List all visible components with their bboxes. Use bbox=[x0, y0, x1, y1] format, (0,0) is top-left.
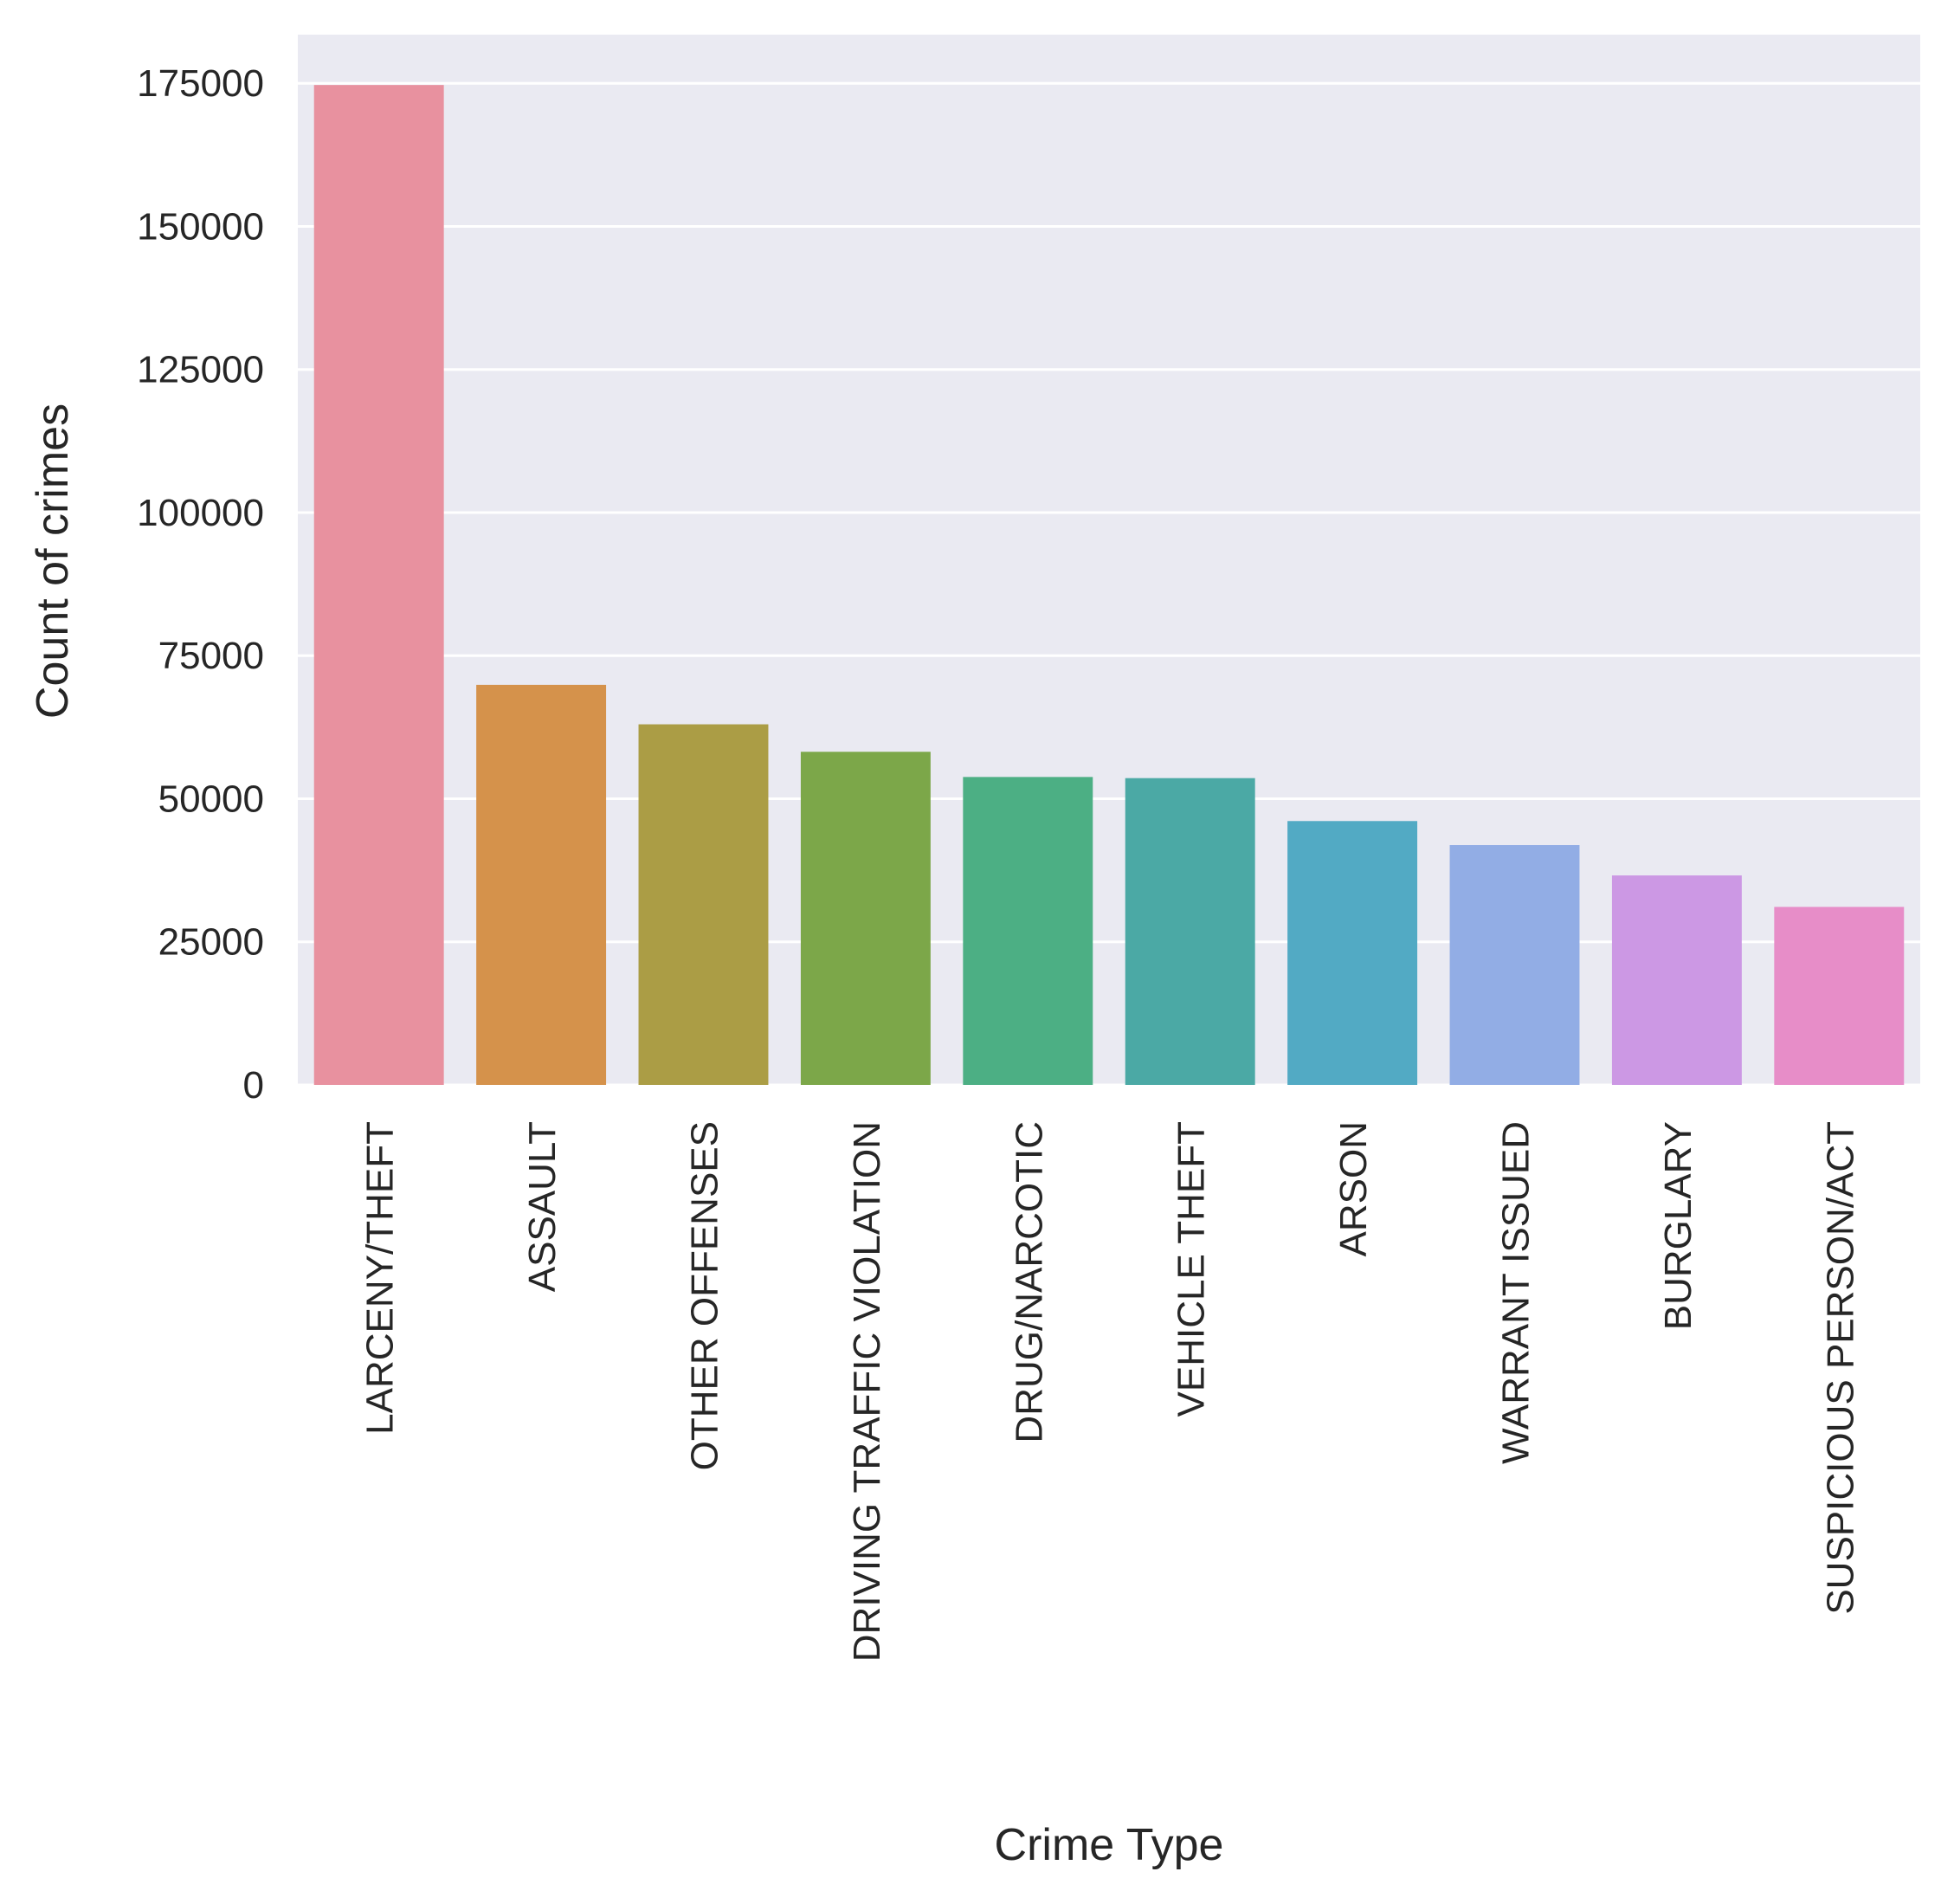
bar bbox=[1611, 875, 1742, 1085]
y-axis-label: Count of crimes bbox=[28, 403, 78, 719]
x-tick-label: ARSON bbox=[1332, 1121, 1375, 1256]
x-tick-label: LARCENY/THEFT bbox=[359, 1121, 402, 1435]
x-axis-label: Crime Type bbox=[995, 1820, 1224, 1870]
y-tick-label: 125000 bbox=[137, 349, 264, 391]
y-tick-label: 175000 bbox=[137, 62, 264, 105]
bar bbox=[1774, 907, 1905, 1085]
x-tick-label: DRUG/NARCOTIC bbox=[1008, 1121, 1050, 1443]
x-tick-label: SUSPICIOUS PERSON/ACT bbox=[1819, 1121, 1861, 1615]
y-tick-label: 0 bbox=[243, 1064, 264, 1107]
x-tick-label: VEHICLE THEFT bbox=[1170, 1121, 1213, 1417]
y-tick-label: 50000 bbox=[158, 778, 264, 820]
bar bbox=[1449, 845, 1580, 1085]
bar bbox=[638, 724, 769, 1085]
bar bbox=[313, 85, 444, 1085]
bar bbox=[1287, 821, 1418, 1085]
bars bbox=[313, 85, 1905, 1085]
y-tick-label: 75000 bbox=[158, 635, 264, 677]
y-tick-label: 150000 bbox=[137, 205, 264, 248]
bar bbox=[800, 752, 931, 1085]
y-tick-labels: 0 25000 50000 75000 100000 125000 150000 175000 bbox=[137, 62, 264, 1107]
x-tick-label: OTHER OFFENSES bbox=[684, 1121, 726, 1470]
x-tick-labels: LARCENY/THEFT ASSAULT OTHER OFFENSES DRIVIN… bbox=[359, 1121, 1862, 1662]
x-tick-label: DRIVING TRAFFIC VIOLATION bbox=[846, 1121, 888, 1662]
y-tick-label: 25000 bbox=[158, 921, 264, 964]
x-tick-label: BURGLARY bbox=[1657, 1121, 1699, 1330]
x-tick-label: ASSAULT bbox=[521, 1121, 564, 1292]
x-tick-label: WARRANT ISSUED bbox=[1495, 1121, 1538, 1464]
bar bbox=[1125, 778, 1255, 1085]
y-tick-label: 100000 bbox=[137, 492, 264, 534]
bar bbox=[963, 777, 1093, 1085]
bar bbox=[476, 684, 607, 1085]
